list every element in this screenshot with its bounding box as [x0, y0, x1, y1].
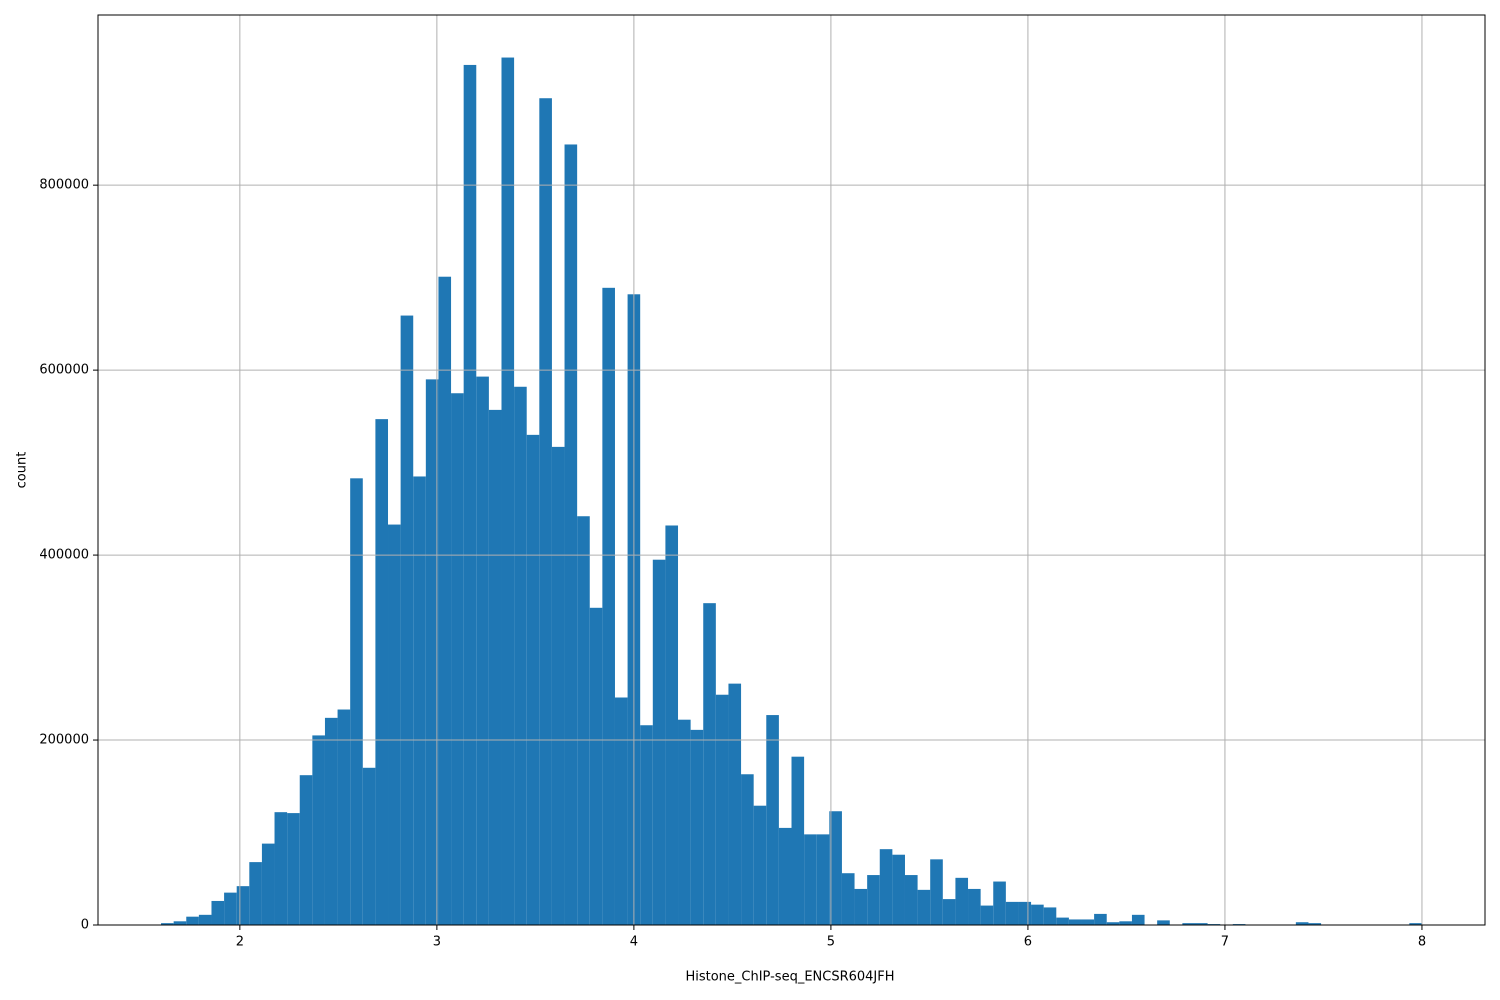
bar [879, 849, 893, 925]
bar [1018, 901, 1032, 925]
bar [1182, 923, 1195, 925]
bar [261, 843, 275, 925]
bar [741, 774, 754, 925]
x-tick-label: 6 [1024, 935, 1032, 950]
bar [728, 683, 742, 925]
bar [1131, 914, 1145, 925]
bar [854, 888, 868, 925]
bar [614, 697, 628, 925]
bar [514, 386, 527, 925]
bar [161, 923, 174, 925]
bar [451, 393, 464, 925]
bar [224, 892, 237, 925]
bar [804, 834, 817, 925]
bar [1119, 921, 1132, 925]
bar [589, 607, 603, 925]
bar [476, 376, 489, 925]
y-tick-label: 0 [81, 918, 89, 933]
bar [766, 715, 779, 925]
bar [892, 854, 905, 925]
x-tick-label: 7 [1221, 935, 1229, 950]
bar [652, 559, 666, 925]
y-tick-label: 200000 [39, 733, 89, 748]
bar [236, 886, 250, 925]
bar [703, 603, 716, 925]
bar [337, 709, 351, 925]
y-tick-label: 600000 [39, 363, 89, 378]
bar [299, 775, 313, 925]
bar [287, 813, 300, 925]
bar [551, 446, 565, 925]
bar [249, 862, 262, 925]
bar [690, 729, 704, 925]
bar [274, 812, 288, 925]
bar [753, 805, 767, 925]
bar [715, 694, 729, 925]
bar [942, 899, 956, 925]
y-tick-label: 400000 [39, 548, 89, 563]
x-tick-label: 3 [433, 935, 441, 950]
y-tick-label: 800000 [39, 178, 89, 193]
bar [324, 717, 338, 925]
bar [577, 516, 590, 925]
bar [312, 735, 325, 925]
bar [678, 719, 691, 925]
bar [904, 875, 918, 925]
bar [173, 921, 187, 925]
bar [438, 276, 452, 925]
bar [1094, 913, 1107, 925]
bar [375, 419, 389, 925]
bar [501, 57, 515, 925]
bar [930, 859, 943, 925]
bar [211, 900, 225, 925]
bar [829, 811, 842, 925]
bar [816, 834, 830, 925]
bar [955, 877, 969, 925]
bar [841, 873, 855, 925]
bar [463, 64, 477, 925]
bar [993, 881, 1006, 925]
bar [778, 827, 792, 925]
bar [867, 875, 880, 925]
bar [1043, 907, 1057, 925]
bar [968, 888, 981, 925]
bar [917, 889, 931, 925]
x-tick-label: 4 [630, 935, 638, 950]
bar [1308, 923, 1322, 925]
bar [1081, 919, 1095, 925]
x-axis-label: Histone_ChIP-seq_ENCSR604JFH [685, 970, 894, 985]
bar [1295, 922, 1309, 925]
bar [186, 916, 199, 925]
bar [350, 478, 363, 925]
y-axis-label: count [15, 452, 30, 489]
bar [1106, 922, 1120, 925]
bar [1056, 917, 1069, 925]
x-tick-label: 8 [1418, 935, 1426, 950]
bar [665, 525, 679, 925]
bar [425, 379, 439, 926]
bar [400, 315, 414, 925]
bar [413, 476, 426, 925]
bar [388, 524, 401, 925]
plot-frame [97, 14, 1486, 926]
bar [1409, 923, 1422, 925]
bar [526, 434, 540, 925]
bar [640, 725, 653, 925]
bar [1068, 919, 1082, 925]
bar [362, 767, 376, 925]
bar [602, 287, 615, 925]
bar [1157, 920, 1170, 925]
bar [791, 756, 805, 925]
bar [564, 144, 578, 925]
bar [198, 914, 212, 925]
bar [1005, 901, 1019, 925]
bar [539, 98, 552, 926]
bar [1194, 923, 1208, 925]
bar [980, 905, 994, 925]
x-tick-label: 2 [236, 935, 244, 950]
bar [1031, 904, 1044, 925]
x-tick-label: 5 [827, 935, 835, 950]
bar [488, 409, 502, 926]
